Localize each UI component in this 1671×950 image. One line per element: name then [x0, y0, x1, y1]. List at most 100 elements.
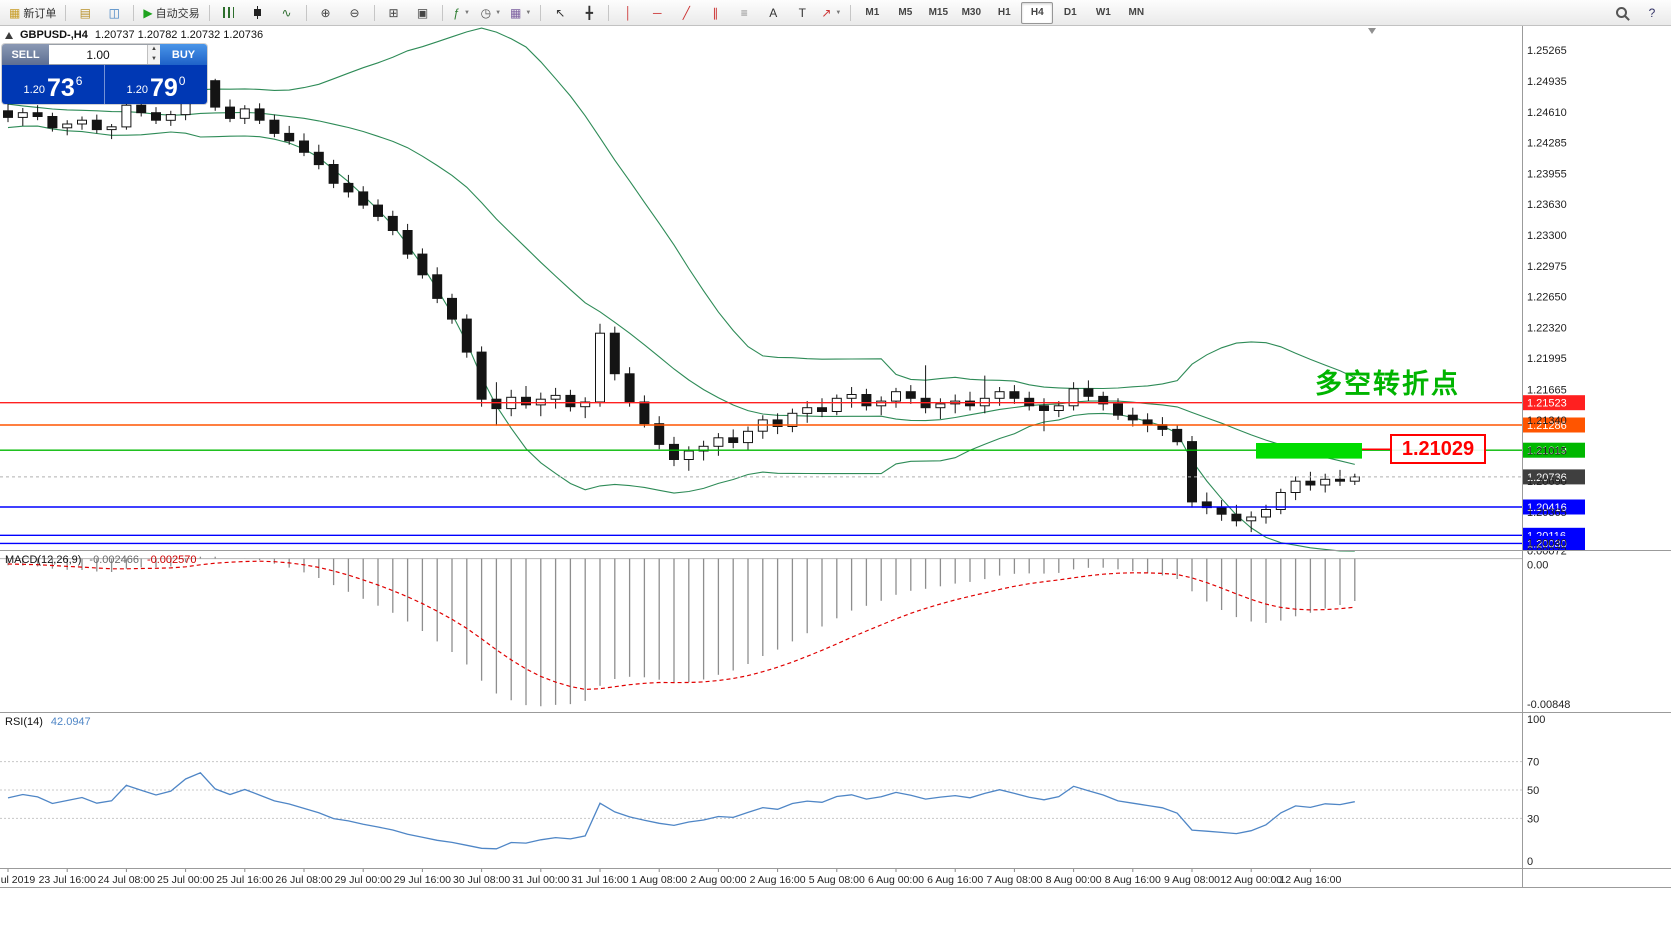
macd-pane[interactable]: [0, 551, 1522, 712]
price-tag: [1523, 417, 1585, 433]
timeframe-button-m15[interactable]: M15: [928, 7, 949, 18]
candle-body: [1127, 414, 1138, 421]
time-axis-label: 25 Jul 00:00: [157, 874, 214, 886]
sell-price-display[interactable]: 1.20 73 6: [2, 65, 104, 104]
turning-zone-rect[interactable]: [1256, 443, 1362, 459]
time-axis-label: 12 Aug 16:00: [1279, 874, 1341, 886]
candle-body: [1275, 492, 1286, 510]
buy-button[interactable]: BUY: [160, 44, 207, 65]
volume-up-button[interactable]: ▲: [148, 45, 160, 55]
zoom-out-button[interactable]: ⊖: [341, 2, 369, 24]
sell-button[interactable]: SELL: [2, 44, 49, 65]
toolbar-group-timeframes: M1 M5 M15 M30 H1 H4 D1 W1 MN: [856, 1, 1152, 24]
price-callout-label[interactable]: 1.21029: [1390, 434, 1486, 464]
candle-body: [772, 419, 783, 427]
vertical-line-button[interactable]: │: [614, 2, 642, 24]
fibonacci-button[interactable]: ≡: [730, 2, 758, 24]
auto-trading-button[interactable]: ▶ 自动交易: [139, 2, 203, 24]
timeframe-button-m1[interactable]: M1: [865, 7, 880, 18]
candle-body: [387, 215, 398, 231]
price-axis-label: 1.22975: [1527, 261, 1567, 273]
cursor-button[interactable]: ↖: [546, 2, 574, 24]
price-tag-label: 1.20736: [1527, 472, 1567, 484]
text-label-button[interactable]: T: [788, 2, 816, 24]
toolbar-separator: [441, 4, 443, 21]
turning-point-annotation[interactable]: 多空转折点: [1315, 369, 1460, 399]
candlestick-button[interactable]: [244, 2, 272, 24]
toolbar-group-windows: ▤ ◫: [71, 2, 128, 24]
candle-body: [609, 332, 620, 375]
timeframe-button-w1[interactable]: W1: [1095, 7, 1111, 18]
time-axis-label: 29 Jul 00:00: [335, 874, 392, 886]
volume-input[interactable]: 1.00: [86, 47, 110, 62]
candle-body: [1098, 395, 1109, 405]
candle-body: [713, 437, 724, 447]
candle-body: [639, 401, 650, 425]
new-order-button[interactable]: ▦ 新订单: [5, 2, 60, 24]
line-chart-button[interactable]: ∿: [273, 2, 301, 24]
bollinger-upper-band: [7, 27, 1356, 390]
bar-chart-button[interactable]: [215, 2, 243, 24]
candle-body: [121, 104, 132, 128]
price-axis-label: 1.20690: [1527, 476, 1567, 488]
rsi-pane[interactable]: [0, 713, 1522, 869]
trendline-button[interactable]: ╱: [672, 2, 700, 24]
price-tag: [1523, 395, 1585, 411]
macd-signal-line: [7, 560, 1355, 691]
indicators-button[interactable]: ƒ ▼: [448, 2, 476, 24]
search-button[interactable]: [1609, 2, 1637, 24]
timeframe-button-h1[interactable]: H1: [997, 7, 1011, 18]
tile-windows-button[interactable]: ⊞: [380, 2, 408, 24]
time-axis-label: 25 Jul 16:00: [216, 874, 273, 886]
arrow-objects-button[interactable]: ↗ ▼: [817, 2, 845, 24]
templates-button[interactable]: ▦ ▼: [506, 2, 535, 24]
buy-price-prefix: 1.20: [126, 84, 148, 96]
horizontal-line-button[interactable]: ─: [643, 2, 671, 24]
candle-body: [669, 443, 679, 460]
crosshair-button[interactable]: ╋: [575, 2, 603, 24]
toolbar-separator: [133, 4, 135, 21]
candle-body: [935, 403, 946, 409]
timeframe-button-m5[interactable]: M5: [898, 7, 913, 18]
timeframe-button-m30[interactable]: M30: [961, 7, 982, 18]
timeframe-button-mn[interactable]: MN: [1128, 7, 1145, 18]
candle-body: [151, 112, 161, 121]
price-axis-label: 1.22320: [1527, 323, 1567, 335]
time-axis-label: 2 Aug 00:00: [690, 874, 746, 886]
main-chart-pane[interactable]: [0, 26, 1522, 550]
channel-button[interactable]: ∥: [701, 2, 729, 24]
price-tag: [1523, 499, 1585, 515]
text-button[interactable]: A: [759, 2, 787, 24]
indicator-function-icon: ƒ: [453, 5, 460, 20]
macd-axis-max: 0.00072: [1527, 546, 1567, 558]
price-axis-label: 1.20365: [1527, 507, 1567, 519]
charts-button[interactable]: ▤: [71, 2, 99, 24]
periods-button[interactable]: ◷ ▼: [477, 2, 505, 24]
time-axis-label: 8 Aug 00:00: [1046, 874, 1102, 886]
rsi-line: [7, 772, 1355, 850]
chart-shift-marker-icon[interactable]: [1368, 28, 1376, 34]
help-button[interactable]: ?: [1638, 2, 1666, 24]
zoom-in-button[interactable]: ⊕: [312, 2, 340, 24]
candle-body: [1009, 391, 1020, 399]
timeframe-button-d1[interactable]: D1: [1063, 7, 1077, 18]
toolbar-separator: [850, 4, 852, 21]
buy-price-display[interactable]: 1.20 79 0: [104, 65, 207, 104]
volume-down-button[interactable]: ▼: [148, 54, 160, 64]
toolbar-separator: [208, 4, 210, 21]
symbol-marker-icon: [5, 31, 13, 39]
cascade-windows-button[interactable]: ▣: [409, 2, 437, 24]
candle-body: [728, 437, 739, 443]
time-axis-label: 12 Aug 00:00: [1220, 874, 1282, 886]
time-axis-label: 1 Aug 08:00: [631, 874, 687, 886]
vertical-line-icon: │: [624, 5, 633, 20]
price-axis-label: 1.21340: [1527, 415, 1567, 427]
chart-ohlc-values: 1.20737 1.20782 1.20732 1.20736: [94, 29, 264, 41]
candle-body: [698, 445, 709, 452]
timeframe-button-h4[interactable]: H4: [1021, 1, 1054, 24]
profiles-button[interactable]: ◫: [100, 2, 128, 24]
price-axis-label: 1.24935: [1527, 76, 1567, 88]
